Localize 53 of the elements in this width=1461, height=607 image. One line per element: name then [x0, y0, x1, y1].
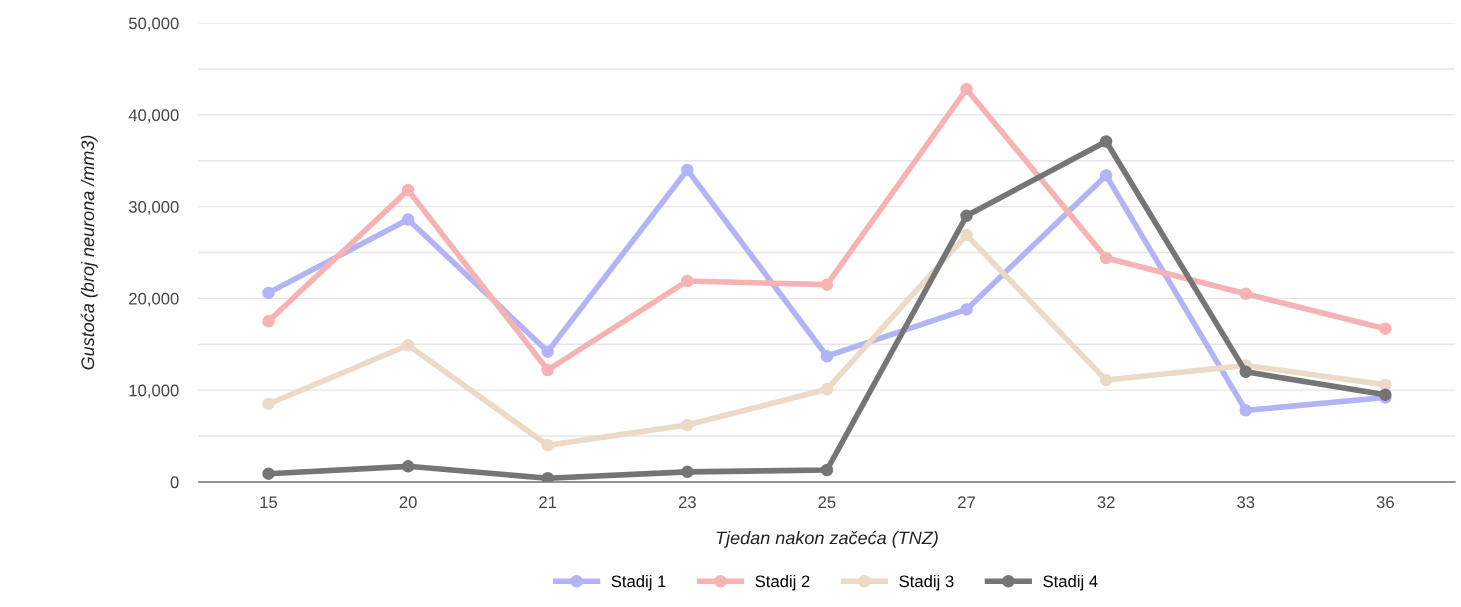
- point: [401, 338, 415, 352]
- point: [820, 349, 834, 363]
- legend-label: Stadij 3: [899, 574, 954, 591]
- x-tick-label: 20: [399, 496, 417, 509]
- point: [541, 345, 554, 358]
- legend-label: Stadij 4: [1043, 574, 1098, 591]
- y-tick-label: 30,000: [128, 201, 179, 215]
- legend-label: Stadij 2: [755, 574, 810, 591]
- point: [960, 209, 973, 223]
- x-tick-label: 25: [818, 496, 836, 509]
- point: [1099, 169, 1113, 182]
- point: [262, 467, 275, 480]
- y-tick-label: 50,000: [128, 17, 179, 32]
- point: [681, 465, 694, 479]
- point: [1099, 373, 1113, 387]
- x-tick-label: 15: [260, 496, 278, 509]
- y-axis-title: Gustoća (broj neurona /mm3): [80, 135, 98, 370]
- point: [820, 383, 834, 396]
- point: [960, 303, 973, 316]
- y-tick-label: 10,000: [129, 384, 179, 399]
- point: [1239, 287, 1252, 301]
- x-axis-title: Tjedan nakon začeća (TNZ): [716, 530, 938, 548]
- x-tick-label: 21: [539, 496, 557, 508]
- point: [541, 363, 554, 377]
- x-tick-label: 27: [958, 496, 975, 508]
- point: [401, 213, 415, 226]
- point: [401, 460, 415, 473]
- point: [960, 82, 973, 96]
- x-tick-label: 32: [1097, 496, 1115, 509]
- point: [820, 463, 834, 477]
- point: [541, 438, 554, 452]
- x-tick-label: 33: [1237, 496, 1255, 509]
- x-tick-label: 23: [678, 496, 696, 509]
- point: [681, 418, 694, 432]
- y-tick-label: 40,000: [128, 109, 179, 124]
- point: [401, 183, 415, 197]
- point: [1099, 135, 1113, 148]
- point: [541, 472, 554, 482]
- point: [820, 278, 834, 291]
- y-tick-label: 0: [170, 476, 179, 489]
- point: [262, 397, 275, 411]
- y-tick-label: 20,000: [129, 292, 179, 307]
- x-tick-label: 36: [1376, 496, 1394, 509]
- point: [262, 286, 275, 300]
- point: [1099, 251, 1113, 265]
- point: [960, 228, 973, 242]
- point: [1239, 365, 1252, 379]
- point: [262, 315, 275, 328]
- point: [1379, 322, 1392, 335]
- point: [681, 163, 694, 177]
- point: [1239, 404, 1252, 417]
- legend-label: Stadij 1: [611, 574, 666, 591]
- point: [681, 274, 694, 288]
